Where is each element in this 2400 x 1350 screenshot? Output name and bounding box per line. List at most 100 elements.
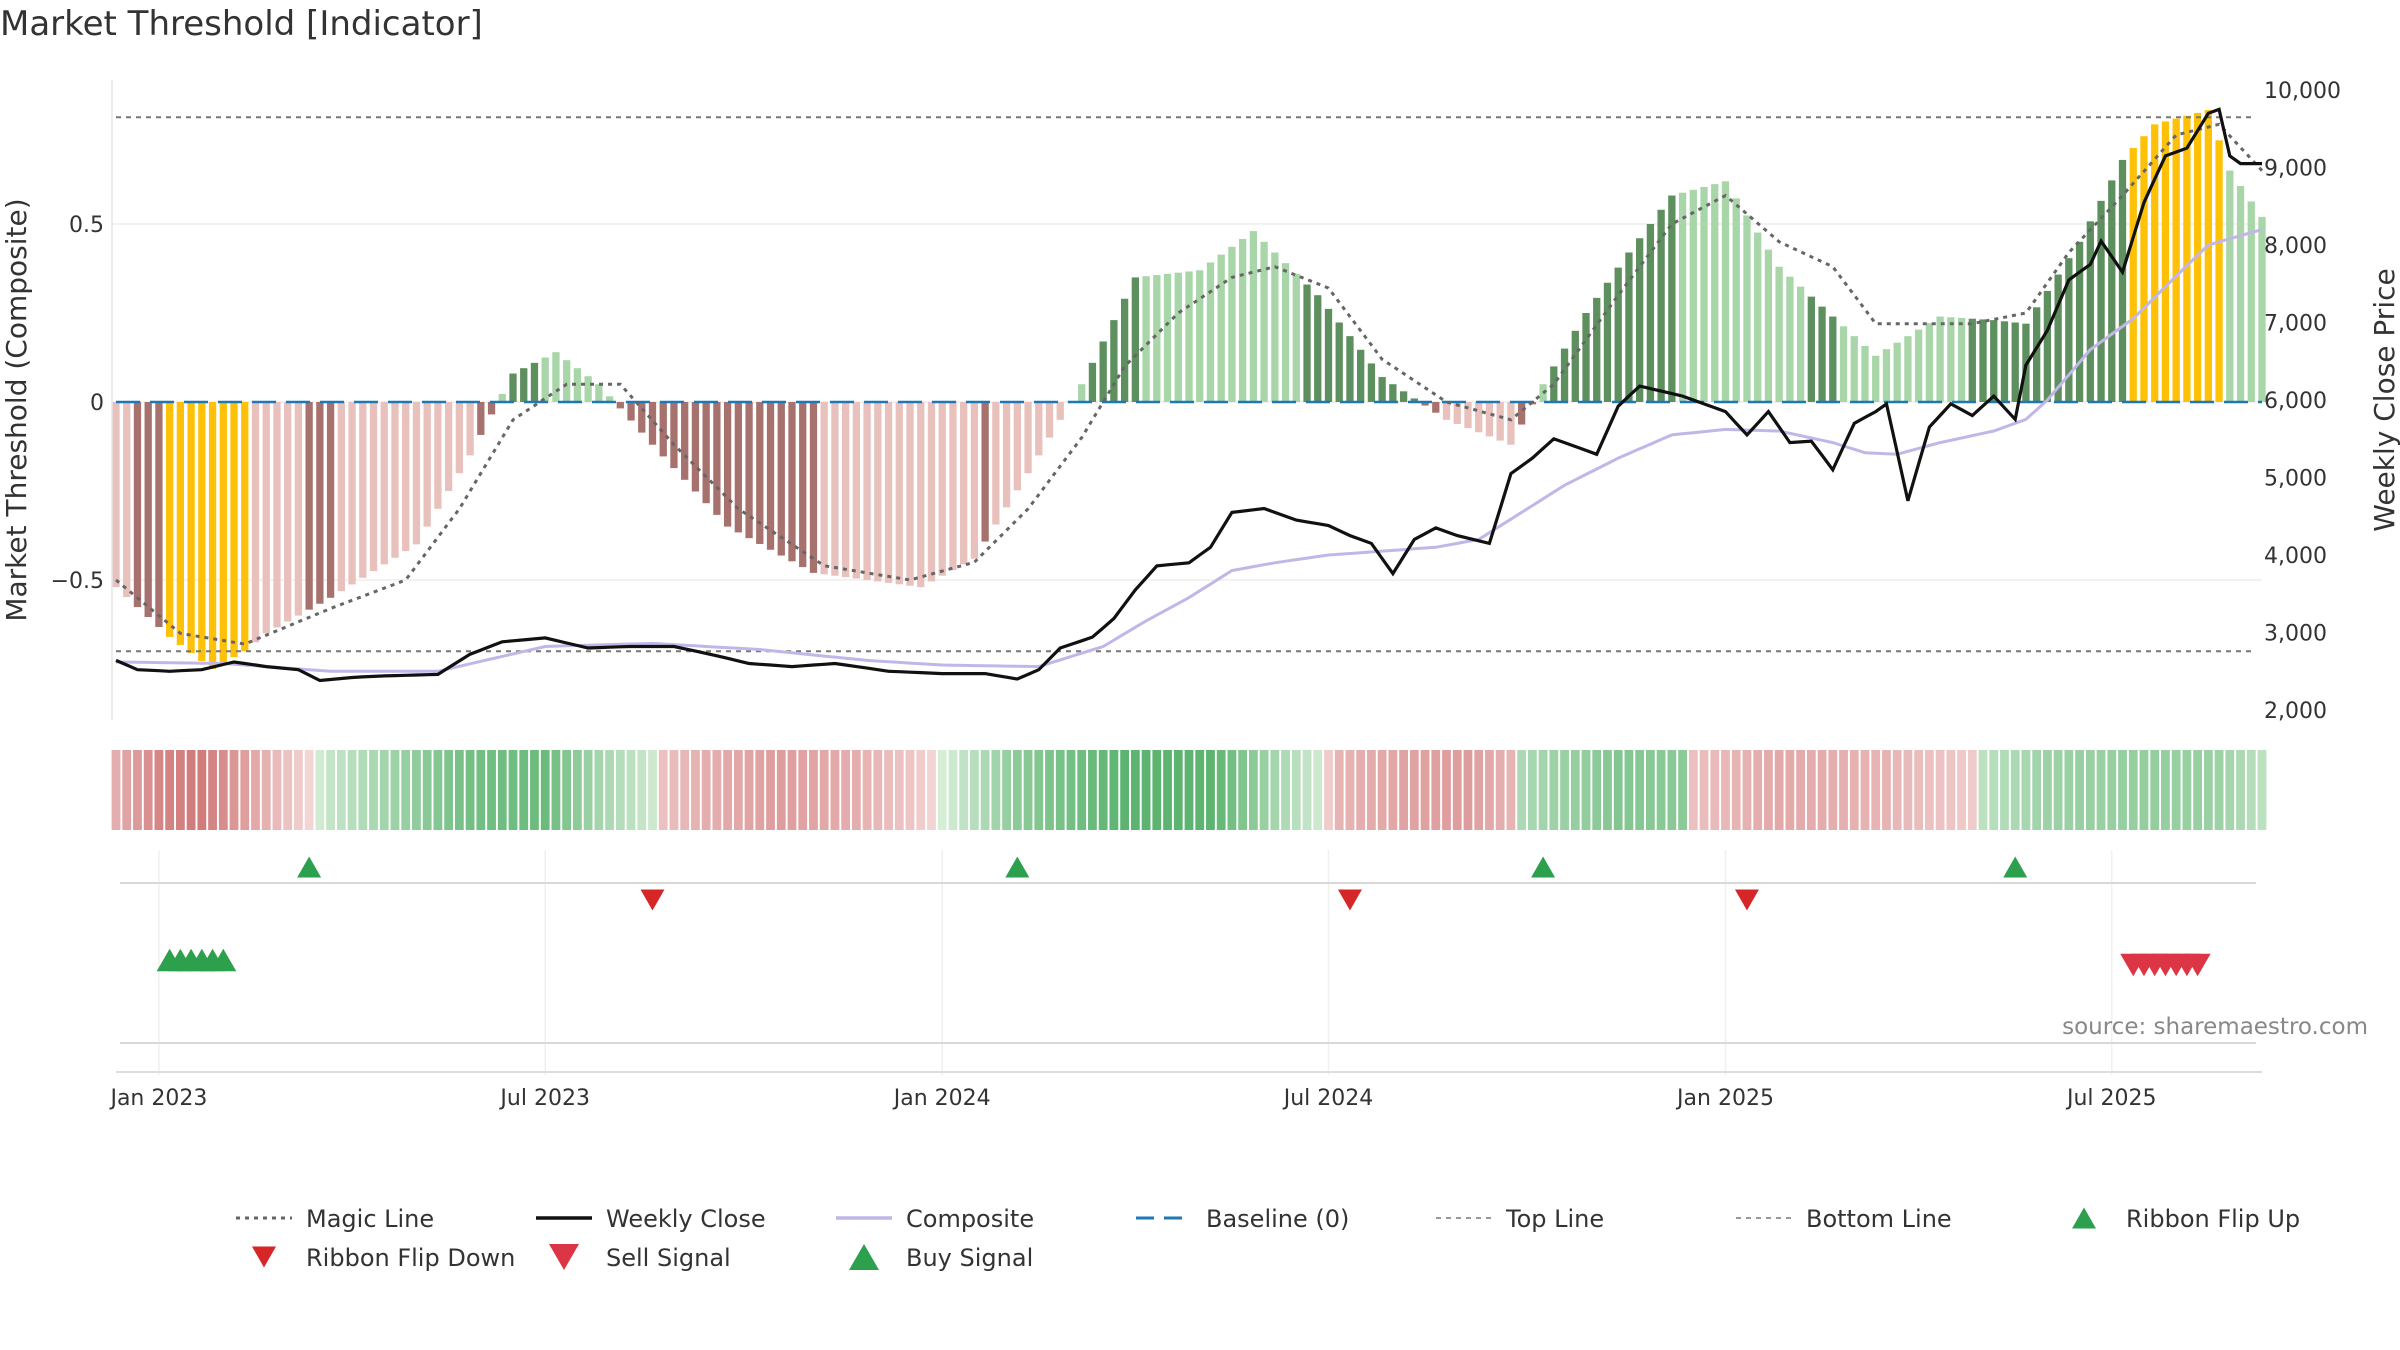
threshold-bar (1571, 330, 1579, 402)
threshold-bar (799, 402, 807, 568)
threshold-bar (155, 402, 163, 627)
ribbon-cell (2171, 750, 2181, 830)
ribbon-cell (1109, 750, 1119, 830)
ribbon-cell (583, 750, 593, 830)
ribbon-cell (691, 750, 700, 830)
legend-item: Buy Signal (849, 1243, 1033, 1272)
threshold-bar (1045, 402, 1054, 438)
ribbon-cell (218, 750, 228, 830)
ribbon-cell (1796, 750, 1806, 830)
ribbon-cell (1248, 750, 1258, 830)
legend-item: Ribbon Flip Up (2072, 1205, 2300, 1233)
ribbon-cell (251, 750, 260, 830)
threshold-bar (348, 402, 356, 585)
threshold-bar (380, 402, 388, 565)
threshold-bar (1882, 349, 1891, 402)
threshold-bar (1850, 336, 1858, 402)
threshold-bar (1979, 319, 1987, 402)
ribbon-cell (1324, 750, 1333, 830)
threshold-bar (1088, 362, 1097, 402)
ribbon-cell (2053, 750, 2063, 830)
threshold-bar (927, 402, 936, 582)
threshold-bar (123, 402, 131, 598)
ribbon-cell (1313, 750, 1323, 830)
threshold-bar (198, 402, 206, 661)
threshold-bar (402, 402, 410, 552)
threshold-bar (359, 402, 367, 578)
threshold-bar (2065, 258, 2073, 402)
threshold-bar (412, 402, 421, 545)
threshold-bar (1163, 273, 1172, 402)
ribbon-cell (1399, 750, 1408, 830)
ribbon-cell (519, 750, 529, 830)
ribbon-cell (927, 750, 936, 830)
ribbon-cell (1077, 750, 1087, 830)
threshold-bar (831, 402, 839, 576)
threshold-bar (1475, 402, 1483, 433)
ribbon-cell (841, 750, 851, 830)
ribbon-flip-down-marker (640, 889, 665, 911)
threshold-bar (2247, 201, 2255, 402)
ribbon-cell (1259, 750, 1269, 830)
ribbon-cell (347, 750, 357, 830)
threshold-bar (1764, 249, 1773, 402)
threshold-bar (2258, 216, 2266, 402)
threshold-bar (1357, 349, 1365, 402)
ribbon-cell (1152, 750, 1162, 830)
ribbon-cell (615, 750, 625, 830)
ribbon-cell (1141, 750, 1151, 830)
threshold-bar (863, 402, 871, 580)
ribbon-cell (154, 750, 164, 830)
ribbon-cell (444, 750, 454, 830)
ribbon-cell (1699, 750, 1709, 830)
ribbon-cell (315, 750, 325, 830)
threshold-bar (326, 402, 335, 598)
ribbon-cell (1195, 750, 1205, 830)
threshold-bar (681, 402, 689, 480)
ribbon-cell (1753, 750, 1763, 830)
x-tick-label: Jul 2025 (2065, 1086, 2157, 1111)
ribbon-cell (2118, 750, 2127, 830)
y2-tick-label: 3,000 (2264, 622, 2327, 647)
threshold-bar (1292, 273, 1300, 402)
threshold-bar (1839, 326, 1848, 402)
ribbon-cell (723, 750, 733, 830)
ribbon-cell (830, 750, 840, 830)
ribbon-cell (1420, 750, 1430, 830)
ribbon-cell (1270, 750, 1280, 830)
threshold-bar (2183, 115, 2191, 402)
ribbon-cell (2107, 750, 2117, 830)
ribbon-cell (1034, 750, 1044, 830)
ribbon-cell (1377, 750, 1387, 830)
ribbon-cell (776, 750, 786, 830)
ribbon-cell (229, 750, 239, 830)
ribbon-cell (175, 750, 185, 830)
y2-tick-label: 7,000 (2264, 312, 2327, 337)
threshold-bar (2118, 159, 2127, 402)
buy-signal-marker (210, 948, 237, 972)
legend: Magic Line Weekly Close Composite Baseline … (236, 1205, 2300, 1272)
threshold-bar (219, 402, 227, 664)
threshold-bar (477, 402, 485, 435)
threshold-bar (2054, 274, 2062, 402)
ribbon-cell (1839, 750, 1848, 830)
ribbon-cell (1184, 750, 1194, 830)
threshold-bar (262, 402, 270, 634)
threshold-bar (1153, 275, 1161, 402)
threshold-bar (208, 402, 217, 669)
threshold-bar (777, 402, 785, 556)
ribbon-cell (2236, 750, 2245, 830)
threshold-bar (2215, 140, 2223, 402)
ribbon-cell (122, 750, 132, 830)
ribbon-cell (476, 750, 486, 830)
ribbon-cell (422, 750, 432, 830)
threshold-bar (2161, 121, 2170, 403)
threshold-bar (530, 362, 539, 402)
ribbon-cell (766, 750, 775, 830)
ribbon-cell (980, 750, 990, 830)
ribbon-cell (1656, 750, 1666, 830)
ribbon-cell (2182, 750, 2192, 830)
threshold-bar (1120, 298, 1129, 402)
x-tick-label: Jan 2025 (1675, 1086, 1774, 1111)
ribbon-cell (1238, 750, 1248, 830)
